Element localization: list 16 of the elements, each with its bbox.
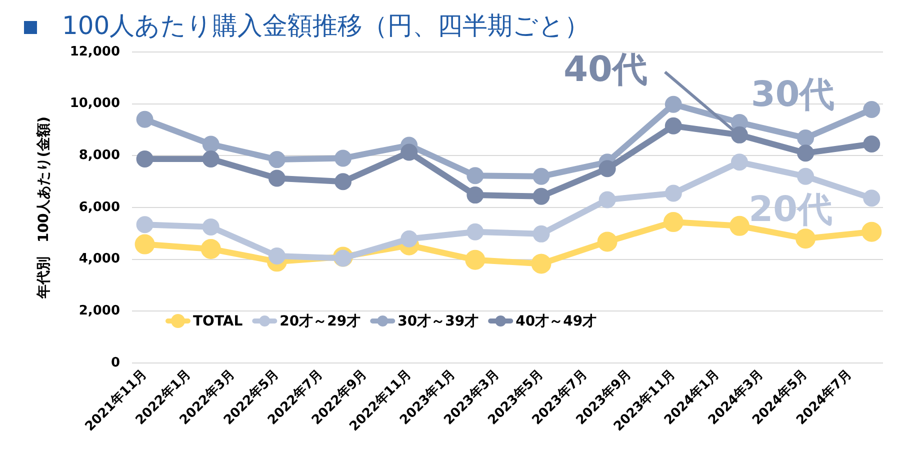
- legend-label: TOTAL: [193, 314, 243, 330]
- chart-title: 100人あたり購入金額推移（円、四半期ごと）: [62, 11, 590, 41]
- y-tick-label: 4,000: [78, 252, 120, 267]
- annotation: 40代: [564, 50, 648, 90]
- y-tick-label: 12,000: [70, 44, 120, 60]
- y-tick-label: 6,000: [78, 200, 120, 215]
- y-tick-label: 10,000: [70, 96, 120, 112]
- annotation: 20代: [748, 190, 832, 230]
- legend-label: 40才～49才: [516, 314, 597, 330]
- legend-label: 20才～29才: [280, 314, 361, 330]
- annotation: 30代: [751, 75, 835, 116]
- y-tick-label: 0: [110, 355, 120, 370]
- y-tick-label: 2,000: [78, 304, 120, 319]
- legend-label: 30才～39才: [398, 314, 479, 330]
- y-tick-label: 8,000: [78, 148, 120, 164]
- y-axis-title: 年代別 100人あたり(金額): [35, 116, 52, 300]
